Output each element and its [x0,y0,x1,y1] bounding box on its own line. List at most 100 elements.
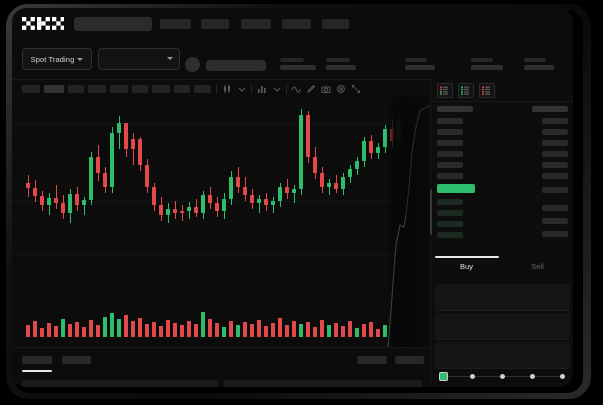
timeframe-button-3[interactable] [68,85,84,93]
bottom-action-1[interactable] [357,356,387,364]
slider-stop-25[interactable] [470,373,475,379]
candle [334,97,339,347]
candle [320,97,325,347]
volume-bar [187,321,192,337]
search-input[interactable] [74,17,152,31]
bottom-panel [12,347,430,387]
candle [117,97,122,347]
pair-selector[interactable] [98,48,180,70]
chevron-down-icon[interactable] [272,84,282,94]
volume-bar [383,325,388,337]
orderbook-mode-asks[interactable] [479,83,495,98]
bottom-card-left[interactable] [22,380,218,387]
volume-bar [75,322,80,337]
order-price-field[interactable] [435,284,570,311]
orderbook-row-amount [542,118,568,124]
camera-icon[interactable] [321,84,331,94]
price-chart[interactable] [12,97,430,347]
bottom-tab-orders[interactable] [22,356,52,364]
volume-bar [131,321,136,337]
order-amount-field[interactable] [435,313,570,340]
chevron-down-icon[interactable] [237,84,247,94]
market-type-dropdown[interactable]: Spot Trading [22,48,92,70]
orderbook-row[interactable] [437,232,463,238]
candle [145,97,150,347]
percent-slider[interactable] [439,371,566,381]
volume-bar [40,328,45,337]
settings-gear-icon[interactable] [336,84,346,94]
stat-value [471,65,503,70]
orderbook-mode-both[interactable] [437,83,453,98]
nav-item-3[interactable] [241,19,271,29]
nav-item-5[interactable] [322,19,349,29]
timeframe-button-6[interactable] [132,85,148,93]
volume-bar [369,322,374,337]
chart-gridline [12,123,430,124]
volume-bar [110,313,115,337]
orderbook-mode-bids[interactable] [458,83,474,98]
stat-volume-24h [524,58,554,70]
order-total-field[interactable] [435,342,570,369]
slider-stop-75[interactable] [530,373,535,379]
volume-bar [68,324,73,337]
bottom-action-2[interactable] [395,356,424,364]
timeframe-button-1[interactable] [22,85,40,93]
candle [222,97,227,347]
nav-item-2[interactable] [201,19,229,29]
candle [292,97,297,347]
bottom-tab-positions[interactable] [62,356,91,364]
orderbook-row[interactable] [437,210,463,216]
volume-bar [299,324,304,337]
volume-bar [278,318,283,337]
candle [348,97,353,347]
tab-sell[interactable]: Sell [531,262,544,271]
candle [369,97,374,347]
stat-label [405,58,427,62]
slider-handle[interactable] [439,372,448,381]
orderbook-row[interactable] [437,151,463,157]
chart-gridline [12,201,430,202]
orderbook-row-amount [542,173,568,179]
candle [54,97,59,347]
nav-item-1[interactable] [160,19,191,29]
market-type-label: Spot Trading [30,54,75,64]
candle [194,97,199,347]
candle [327,97,332,347]
bottom-card-right[interactable] [224,380,422,387]
okx-logo[interactable] [22,17,64,30]
volume-bar [355,328,360,337]
orderbook-best-price-row[interactable] [437,184,475,193]
fullscreen-icon[interactable] [351,84,361,94]
volume-bar [271,323,276,337]
candle [68,97,73,347]
timeframe-button-7[interactable] [152,85,170,93]
panel-scrollbar[interactable] [430,189,432,235]
timeframe-button-4[interactable] [88,85,106,93]
orderbook-row[interactable] [437,221,463,227]
orderbook-row[interactable] [437,162,463,168]
timeframe-button-2[interactable] [44,85,64,93]
orderbook-row[interactable] [437,199,463,205]
timeframe-button-8[interactable] [174,85,190,93]
slider-stop-100[interactable] [560,373,565,379]
orderbook-row[interactable] [437,129,463,135]
nav-item-4[interactable] [282,19,311,29]
slider-stop-50[interactable] [500,373,505,379]
orderbook-row[interactable] [437,173,463,179]
candle [271,97,276,347]
volume-bar [61,319,66,337]
tab-buy[interactable]: Buy [460,262,473,271]
stat-low-24h [471,58,503,70]
candlestick-type-icon[interactable] [222,84,232,94]
chart-gridline [12,254,430,255]
orderbook-row[interactable] [437,140,463,146]
stat-value [524,65,554,70]
timeframe-button-9[interactable] [194,85,211,93]
line-tool-icon[interactable] [291,84,301,94]
volume-bar [215,323,220,337]
orderbook-row[interactable] [437,118,463,124]
indicator-icon[interactable] [257,84,267,94]
pencil-icon[interactable] [306,84,316,94]
candle [236,97,241,347]
timeframe-button-5[interactable] [110,85,128,93]
